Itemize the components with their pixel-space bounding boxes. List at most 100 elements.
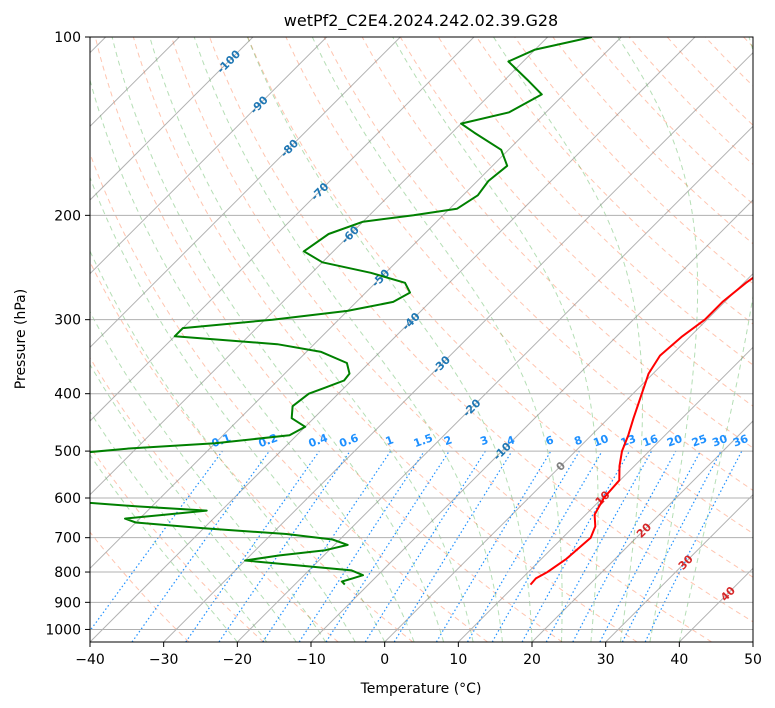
plot-frame <box>89 36 754 643</box>
mixing-ratio-label: 10 <box>592 432 611 450</box>
x-tick-label: −30 <box>149 652 179 668</box>
dry-adiabat <box>247 37 753 578</box>
dry-adiabat <box>590 37 753 205</box>
x-tick-label: 40 <box>670 652 688 668</box>
mixing-ratio-line <box>521 450 631 642</box>
moist-adiabat <box>193 37 503 642</box>
moist-adiabat <box>246 37 533 642</box>
dry-adiabat <box>514 37 753 285</box>
x-tick-label: 20 <box>523 652 541 668</box>
mixing-ratio-label: 8 <box>572 433 584 448</box>
y-tick-label: 300 <box>54 313 81 329</box>
x-tick-label: −40 <box>75 652 105 668</box>
isotherm-label: -90 <box>248 93 271 116</box>
mixing-ratio-line <box>393 450 513 642</box>
y-tick-label: 700 <box>54 531 81 547</box>
mixing-ratio-label: 2 <box>442 433 454 448</box>
mixing-ratio-label: 1 <box>384 433 396 448</box>
y-tick-label: 200 <box>54 208 81 224</box>
x-tick-label: 10 <box>449 652 467 668</box>
isotherm-line <box>90 37 696 642</box>
dry-adiabat <box>552 37 753 245</box>
isotherm-line <box>531 420 753 642</box>
y-tick-label: 600 <box>54 491 81 507</box>
background-lines <box>90 37 753 642</box>
x-tick-label: 50 <box>744 652 762 668</box>
mixing-ratio-line <box>90 450 223 632</box>
moist-adiabat <box>90 410 268 642</box>
mixing-ratio-line <box>466 450 580 642</box>
mixing-ratio-line <box>572 450 677 642</box>
y-axis-label: Pressure (hPa) <box>13 289 29 389</box>
mixing-ratio-line <box>325 450 450 642</box>
dry-adiabat <box>90 531 190 642</box>
moist-adiabat <box>617 37 699 642</box>
mixing-ratio-label: 1.5 <box>412 431 435 450</box>
dry-adiabat <box>90 152 488 642</box>
mixing-ratio-label: 36 <box>731 432 750 450</box>
y-tick-label: 100 <box>54 30 81 46</box>
moist-adiabat <box>90 363 297 642</box>
isotherm-label: -100 <box>215 47 244 76</box>
isotherm-line <box>90 37 475 422</box>
mixing-ratio-label: 0.4 <box>307 431 330 450</box>
dry-adiabat <box>437 37 753 366</box>
moist-adiabat <box>392 37 599 642</box>
dry-adiabat <box>209 37 753 623</box>
y-tick-label: 800 <box>54 565 81 581</box>
mixing-ratio-label: 30 <box>710 432 729 450</box>
mixing-ratio-line <box>185 450 320 642</box>
isotherm-line <box>384 272 753 642</box>
moist-adiabat <box>311 37 563 642</box>
y-tick-label: 400 <box>54 387 81 403</box>
axes: −40 −30 −20 −10 0 10 20 30 40 50 1000 900 800 700 600 5… <box>45 30 762 668</box>
isotherm-line <box>90 37 254 201</box>
isotherm-line <box>310 199 753 642</box>
mixing-ratio-label: 3 <box>478 433 490 448</box>
mixing-ratio-label: 0.1 <box>210 431 233 450</box>
dry-adiabat <box>171 37 712 642</box>
moist-adiabat <box>678 37 753 642</box>
moist-adiabat <box>111 37 445 642</box>
dry-adiabat <box>704 37 753 87</box>
moist-adiabat <box>493 37 643 642</box>
isotherm-line <box>90 37 549 496</box>
moist-adiabat <box>90 310 327 642</box>
dry-adiabat <box>285 37 753 535</box>
mixing-ratio-line <box>298 450 425 642</box>
mixing-ratio-line <box>364 450 486 642</box>
isotherm-line <box>605 493 753 642</box>
x-tick-label: −10 <box>296 652 326 668</box>
mixing-ratio-label: 0.2 <box>257 431 280 450</box>
moist-adiabat <box>90 249 356 642</box>
dry-adiabat <box>743 37 753 48</box>
moist-adiabat <box>90 78 415 642</box>
dry-adiabat <box>90 260 414 642</box>
y-tick-label: 900 <box>54 595 81 611</box>
isotherm-line <box>678 567 753 642</box>
profile-series <box>90 37 753 586</box>
moist-adiabat <box>90 453 238 642</box>
mixing-ratio-label: 6 <box>544 433 556 448</box>
mixing-ratio-line <box>435 450 552 642</box>
dry-adiabat <box>90 356 339 642</box>
mixing-ratio-label: 25 <box>690 432 709 449</box>
isotherm-line <box>163 51 753 642</box>
isotherm-line <box>752 641 753 642</box>
mixing-ratio-line <box>131 450 270 642</box>
mixing-ratio-line <box>545 450 653 642</box>
isotherm-line <box>90 37 622 570</box>
dry-adiabat <box>132 37 638 642</box>
mixing-ratio-label: 16 <box>641 432 660 450</box>
mixing-ratio-label: 20 <box>665 432 684 450</box>
dry-adiabat <box>94 37 563 642</box>
mixing-ratio-line <box>262 450 392 642</box>
y-tick-label: 1000 <box>45 622 81 638</box>
isotherm-line <box>90 37 401 349</box>
dry-adiabat <box>476 37 753 325</box>
y-tick-label: 500 <box>54 444 81 460</box>
isotherm-line <box>457 346 753 642</box>
x-tick-label: 0 <box>380 652 389 668</box>
chart-title: wetPf2_C2E4.2024.242.02.39.G28 <box>284 11 558 31</box>
